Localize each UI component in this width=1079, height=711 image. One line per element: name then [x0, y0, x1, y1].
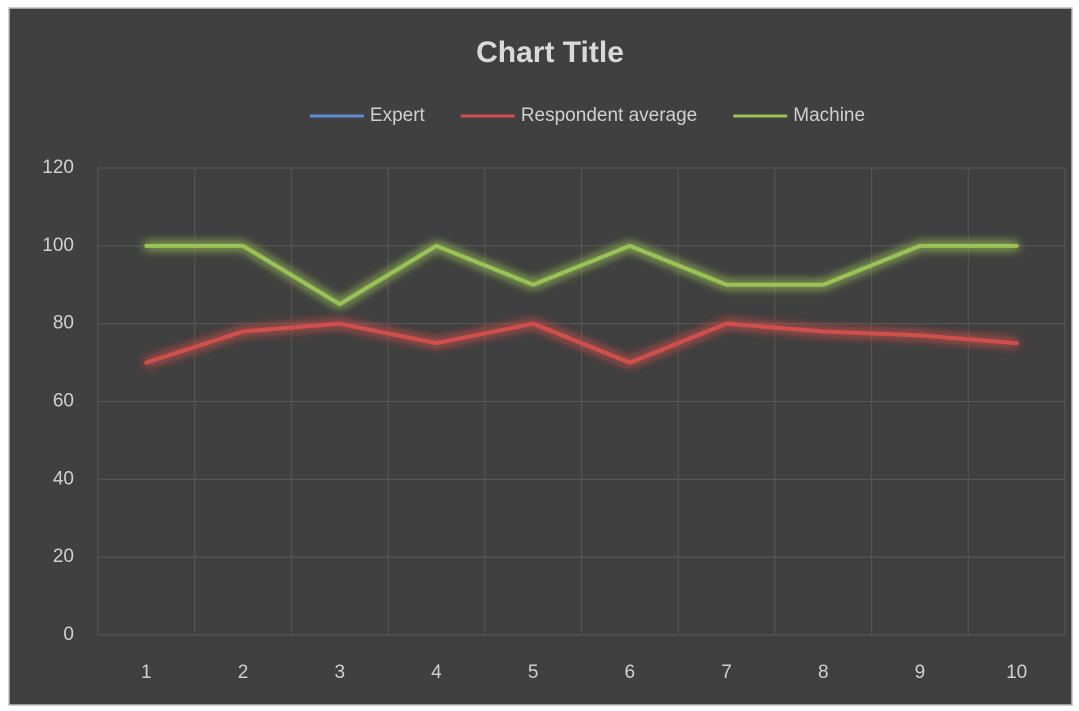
x-tick-label: 5 [528, 662, 539, 683]
x-tick-label: 9 [915, 662, 926, 683]
x-tick-label: 7 [721, 662, 732, 683]
y-tick-label: 20 [53, 546, 74, 567]
y-tick-label: 120 [42, 157, 74, 178]
x-tick-label: 10 [1006, 662, 1027, 683]
y-tick-label: 100 [42, 235, 74, 256]
legend-label: Machine [793, 105, 865, 126]
series-line [144, 243, 1019, 307]
y-tick-label: 40 [53, 468, 74, 489]
x-tick-label: 3 [334, 662, 345, 683]
series-line [144, 321, 1019, 365]
chart-title: Chart Title [476, 36, 624, 69]
x-tick-label: 8 [818, 662, 829, 683]
legend-label: Expert [370, 105, 426, 126]
legend-label: Respondent average [521, 105, 697, 126]
y-tick-label: 60 [53, 391, 74, 412]
x-tick-label: 4 [431, 662, 442, 683]
chart-background [8, 7, 1073, 706]
y-tick-label: 0 [63, 624, 74, 645]
x-tick-label: 6 [625, 662, 636, 683]
x-tick-label: 1 [141, 662, 152, 683]
y-tick-label: 80 [53, 313, 74, 334]
x-tick-label: 2 [238, 662, 249, 683]
